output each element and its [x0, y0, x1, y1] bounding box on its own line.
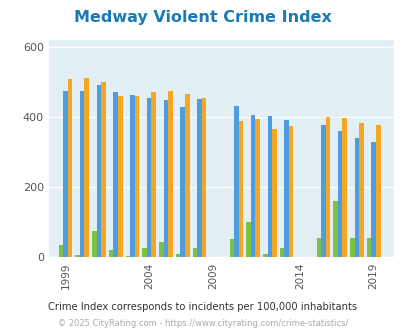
- Bar: [358, 123, 363, 257]
- Text: Medway Violent Crime Index: Medway Violent Crime Index: [74, 10, 331, 25]
- Bar: [279, 248, 283, 257]
- Bar: [238, 121, 243, 257]
- Bar: [192, 248, 197, 257]
- Bar: [375, 125, 379, 257]
- Bar: [126, 256, 130, 257]
- Bar: [267, 116, 271, 257]
- Bar: [59, 245, 63, 257]
- Bar: [316, 238, 320, 257]
- Bar: [163, 100, 168, 257]
- Bar: [366, 238, 371, 257]
- Bar: [246, 222, 250, 257]
- Bar: [142, 248, 147, 257]
- Bar: [118, 96, 122, 257]
- Bar: [271, 129, 276, 257]
- Bar: [130, 95, 134, 257]
- Bar: [175, 254, 180, 257]
- Bar: [63, 90, 68, 257]
- Bar: [337, 131, 342, 257]
- Bar: [101, 82, 105, 257]
- Bar: [151, 92, 156, 257]
- Bar: [113, 92, 118, 257]
- Bar: [350, 238, 354, 257]
- Bar: [84, 78, 89, 257]
- Bar: [333, 201, 337, 257]
- Bar: [185, 94, 189, 257]
- Bar: [288, 126, 293, 257]
- Bar: [80, 90, 84, 257]
- Bar: [134, 96, 139, 257]
- Bar: [201, 98, 206, 257]
- Bar: [371, 142, 375, 257]
- Bar: [159, 242, 163, 257]
- Bar: [284, 120, 288, 257]
- Bar: [325, 117, 329, 257]
- Bar: [180, 107, 185, 257]
- Bar: [96, 85, 101, 257]
- Bar: [168, 90, 173, 257]
- Bar: [250, 115, 255, 257]
- Bar: [197, 99, 201, 257]
- Bar: [234, 106, 238, 257]
- Bar: [92, 231, 96, 257]
- Bar: [68, 79, 72, 257]
- Bar: [255, 119, 259, 257]
- Bar: [147, 98, 151, 257]
- Bar: [354, 138, 358, 257]
- Bar: [109, 250, 113, 257]
- Bar: [262, 254, 267, 257]
- Bar: [75, 254, 80, 257]
- Text: Crime Index corresponds to incidents per 100,000 inhabitants: Crime Index corresponds to incidents per…: [48, 302, 357, 312]
- Bar: [320, 125, 325, 257]
- Text: © 2025 CityRating.com - https://www.cityrating.com/crime-statistics/: © 2025 CityRating.com - https://www.city…: [58, 319, 347, 328]
- Bar: [342, 118, 346, 257]
- Bar: [229, 239, 234, 257]
